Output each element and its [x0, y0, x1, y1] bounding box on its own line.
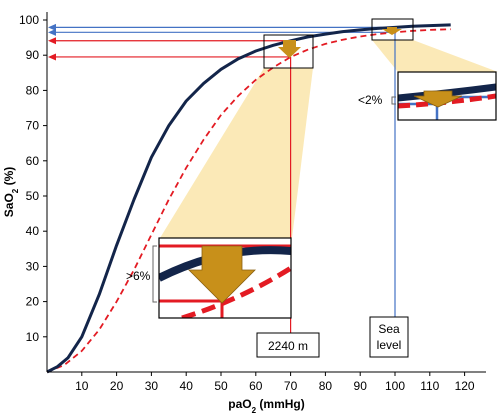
series-dashed-curve — [46, 28, 451, 373]
series-lines — [46, 23, 451, 374]
y-axis-title: SaO2 (%) — [2, 167, 20, 217]
y-tick-label: 10 — [26, 330, 40, 344]
y-tick-label: 60 — [26, 154, 40, 168]
altitude-dashed-horizontal-arrowhead — [48, 53, 56, 61]
sea-level-label-box — [369, 316, 409, 358]
zoom-wedge-low — [160, 68, 313, 238]
y-tick-label: 70 — [26, 119, 40, 133]
axes: 10 20 30 40 50 60 70 80 90 100 10 20 30 40 50 60 70 80 90 1… — [2, 12, 486, 415]
drop-label-high: <2% — [358, 93, 383, 107]
inset-high-border — [397, 71, 497, 121]
drop-bracket-low — [152, 245, 157, 303]
x-tick-label: 40 — [180, 379, 194, 393]
drop-bracket-high — [391, 96, 396, 105]
altitude-dark-horizontal-arrowhead — [48, 37, 56, 45]
y-tick-label: 100 — [19, 13, 39, 27]
x-tick-label: 80 — [319, 379, 333, 393]
sea-level-label: Sea level — [377, 322, 402, 352]
x-tick-label: 50 — [214, 379, 228, 393]
zoom-box-low — [263, 34, 314, 69]
inset-low-dashed-curve — [181, 265, 291, 318]
x-tick-label: 10 — [75, 379, 89, 393]
y-tick-label: 80 — [26, 83, 40, 97]
inset-low-big-arrow — [188, 245, 256, 304]
inset-high-big-arrow — [413, 90, 463, 108]
x-tick-label: 20 — [110, 379, 124, 393]
zoom-box-high — [371, 18, 414, 41]
y-tick-label: 50 — [26, 189, 40, 203]
y-tick-label: 40 — [26, 224, 40, 238]
sea-level-dark-horizontal-arrowhead — [48, 23, 56, 31]
sea-level-dashed-horizontal-arrowhead — [48, 28, 56, 36]
zoom-highlights — [160, 40, 498, 238]
x-axis-title-sub: 2 — [252, 406, 257, 415]
x-tick-label: 120 — [455, 379, 475, 393]
inset-low-border — [158, 237, 292, 319]
x-tick-label: 70 — [284, 379, 298, 393]
x-axis-title: paO2 (mmHg) — [228, 397, 304, 415]
y-tick-label: 90 — [26, 48, 40, 62]
x-tick-label: 90 — [354, 379, 368, 393]
y-axis-title-unit: (%) — [2, 167, 16, 189]
sea-level-label-line: level — [377, 338, 402, 352]
inset-high-dashed-curve — [398, 93, 496, 109]
inset-low-content — [159, 244, 291, 318]
x-axis-title-main: paO — [228, 397, 251, 411]
inset-high-content — [398, 83, 496, 120]
zoom-insets — [158, 18, 497, 319]
y-tick-label: 30 — [26, 259, 40, 273]
arrow-small-high — [382, 27, 402, 35]
zoom-wedge-high — [372, 40, 498, 72]
altitude-label: 2240 m — [268, 339, 308, 353]
x-tick-label: 100 — [385, 379, 405, 393]
x-tick-label: 60 — [249, 379, 263, 393]
y-axis-title-sub: 2 — [11, 188, 20, 193]
series-solid-curve — [46, 23, 451, 374]
altitude-label-box — [256, 332, 320, 358]
y-axis-title-main: SaO — [2, 193, 16, 217]
annotation-text: >6% <2% 2240 m Sea level — [126, 93, 409, 358]
drop-label-low: >6% — [126, 269, 151, 283]
x-axis-title-unit: (mmHg) — [256, 397, 305, 411]
x-tick-label: 30 — [145, 379, 159, 393]
arrow-small-low — [278, 40, 301, 58]
sea-level-label-line: Sea — [378, 322, 400, 336]
x-tick-label: 110 — [420, 379, 439, 393]
y-tick-label: 20 — [26, 295, 40, 309]
